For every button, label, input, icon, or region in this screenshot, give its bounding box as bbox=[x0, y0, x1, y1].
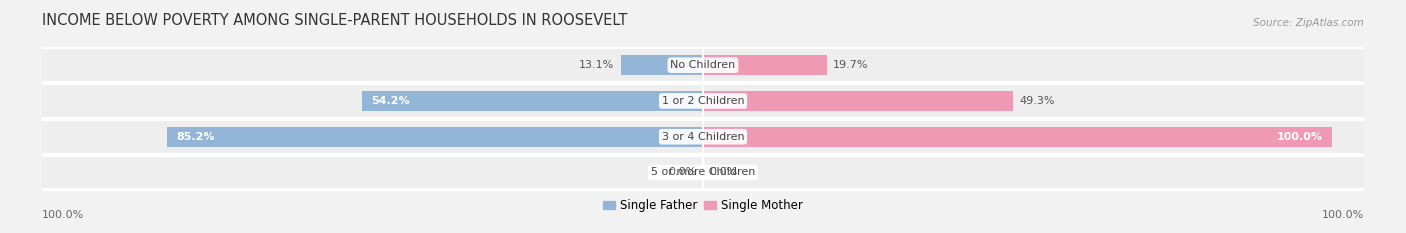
Text: 13.1%: 13.1% bbox=[579, 60, 614, 70]
Bar bbox=[703, 154, 1364, 190]
Text: 1 or 2 Children: 1 or 2 Children bbox=[662, 96, 744, 106]
Bar bbox=[42, 154, 703, 190]
Text: 0.0%: 0.0% bbox=[668, 168, 697, 178]
Text: 100.0%: 100.0% bbox=[1322, 210, 1364, 220]
Bar bbox=[703, 127, 1333, 147]
Legend: Single Father, Single Mother: Single Father, Single Mother bbox=[599, 195, 807, 217]
Bar bbox=[703, 47, 1364, 83]
Text: 0.0%: 0.0% bbox=[709, 168, 738, 178]
Text: 54.2%: 54.2% bbox=[371, 96, 411, 106]
Text: 5 or more Children: 5 or more Children bbox=[651, 168, 755, 178]
Bar bbox=[703, 83, 1364, 119]
Text: No Children: No Children bbox=[671, 60, 735, 70]
Text: 19.7%: 19.7% bbox=[834, 60, 869, 70]
Text: 49.3%: 49.3% bbox=[1019, 96, 1054, 106]
Bar bbox=[703, 55, 827, 75]
Text: Source: ZipAtlas.com: Source: ZipAtlas.com bbox=[1253, 18, 1364, 28]
Bar bbox=[703, 91, 1014, 111]
Text: 100.0%: 100.0% bbox=[42, 210, 84, 220]
Bar bbox=[703, 119, 1364, 154]
Bar bbox=[42, 119, 703, 154]
Text: 3 or 4 Children: 3 or 4 Children bbox=[662, 132, 744, 142]
Bar bbox=[167, 127, 703, 147]
Bar bbox=[361, 91, 703, 111]
Bar bbox=[42, 83, 703, 119]
Text: 85.2%: 85.2% bbox=[176, 132, 215, 142]
Text: 100.0%: 100.0% bbox=[1277, 132, 1323, 142]
Bar bbox=[42, 47, 703, 83]
Text: INCOME BELOW POVERTY AMONG SINGLE-PARENT HOUSEHOLDS IN ROOSEVELT: INCOME BELOW POVERTY AMONG SINGLE-PARENT… bbox=[42, 13, 627, 28]
Bar bbox=[620, 55, 703, 75]
